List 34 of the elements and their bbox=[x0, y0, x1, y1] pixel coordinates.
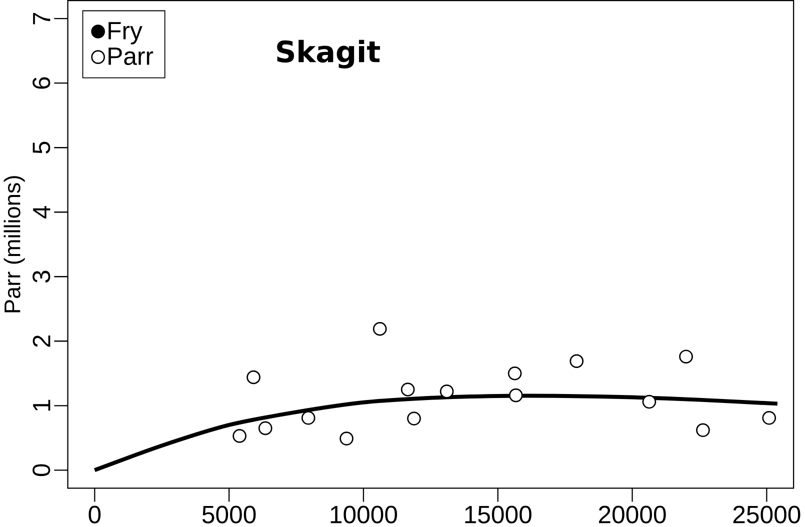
point bbox=[508, 366, 522, 380]
point bbox=[762, 410, 776, 425]
point bbox=[696, 423, 710, 437]
point bbox=[407, 412, 421, 426]
x-tick-label: 0 bbox=[88, 506, 101, 524]
point bbox=[400, 382, 415, 396]
y-tick-label: 4 bbox=[33, 206, 50, 218]
legend-label: Fry bbox=[108, 22, 142, 44]
point bbox=[258, 421, 272, 436]
point bbox=[232, 428, 246, 443]
point bbox=[440, 384, 454, 398]
point bbox=[679, 350, 693, 364]
point bbox=[301, 410, 316, 425]
x-tick-label: 25000 bbox=[733, 506, 800, 524]
x-tick-label: 10000 bbox=[330, 506, 398, 524]
legend-label: Parr bbox=[108, 48, 154, 65]
y-tick-label: 3 bbox=[32, 270, 50, 283]
y-tick-label: 2 bbox=[32, 335, 50, 347]
text: Skagit bbox=[277, 40, 380, 68]
point bbox=[642, 394, 656, 409]
x-tick-label: 5000 bbox=[202, 506, 256, 524]
x-tick-label: 20000 bbox=[598, 506, 666, 524]
y-tick-label: 6 bbox=[32, 77, 50, 89]
y-tick-label: 1 bbox=[33, 400, 50, 411]
y-tick-label: 7 bbox=[33, 12, 50, 24]
x-tick-label: 15000 bbox=[465, 506, 532, 524]
y-tick-label: 5 bbox=[32, 142, 50, 154]
point bbox=[508, 388, 523, 402]
point bbox=[340, 432, 354, 446]
point bbox=[372, 322, 387, 336]
y-tick-label: 0 bbox=[32, 464, 50, 476]
y-axis-title: Parr (millions) bbox=[4, 176, 25, 312]
point bbox=[570, 354, 584, 368]
point bbox=[246, 370, 260, 384]
